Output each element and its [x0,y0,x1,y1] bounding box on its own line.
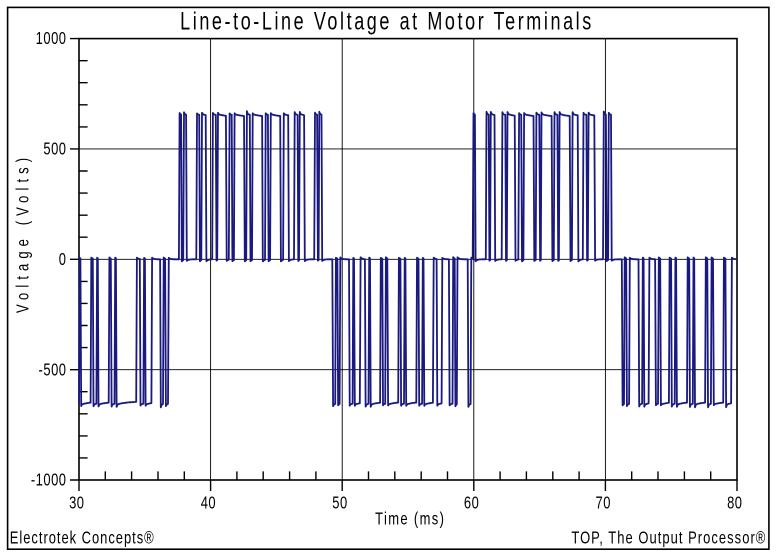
svg-text:-1000: -1000 [31,471,67,491]
svg-text:-500: -500 [39,360,67,380]
svg-text:30: 30 [69,493,84,513]
svg-text:40: 40 [201,493,216,513]
svg-text:Voltage (Volts): Voltage (Volts) [13,153,33,313]
svg-text:Time (ms): Time (ms) [375,510,445,530]
svg-text:70: 70 [595,493,610,513]
svg-text:1000: 1000 [36,29,67,49]
svg-text:Electrotek Concepts®: Electrotek Concepts® [10,528,155,548]
svg-text:0: 0 [59,250,67,270]
svg-text:500: 500 [43,140,66,160]
svg-text:60: 60 [464,493,479,513]
svg-text:TOP, The Output Processor®: TOP, The Output Processor® [571,528,766,548]
svg-text:Line-to-Line Voltage at Motor: Line-to-Line Voltage at Motor Terminals [180,7,594,36]
svg-text:80: 80 [727,493,742,513]
svg-text:50: 50 [332,493,347,513]
